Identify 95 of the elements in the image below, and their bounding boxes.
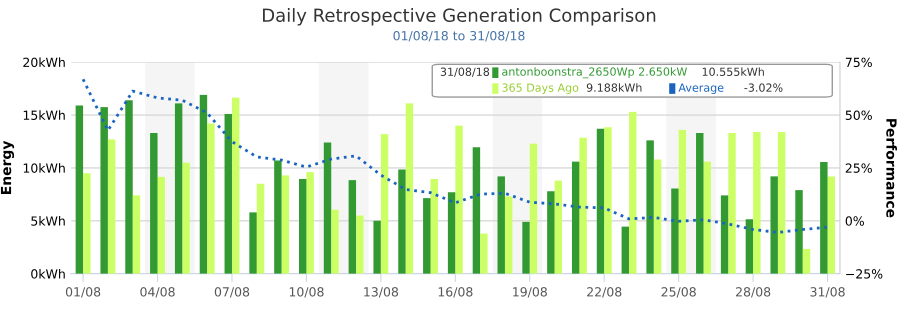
bar [306, 172, 314, 274]
bar [498, 176, 505, 274]
bar [423, 198, 431, 274]
y-axis-title: Energy [0, 140, 14, 194]
y-tick-label: 20kWh [23, 57, 65, 68]
y2-axis-title: Performance [886, 119, 897, 218]
legend-label: antonboonstra_2650Wp 2.650kW [502, 67, 688, 78]
bar [629, 112, 636, 274]
y2-tick-label: 50% [846, 110, 872, 120]
bar [125, 100, 133, 274]
bar [828, 176, 836, 274]
bar [150, 133, 158, 274]
y2-tick-label: 25% [846, 163, 872, 173]
bar [232, 98, 240, 274]
y-tick-label: 10kWh [24, 163, 65, 173]
bar [274, 160, 282, 274]
y-tick-label: 0kWh [31, 268, 65, 279]
bar [100, 107, 108, 274]
bar [398, 170, 406, 274]
x-tick-label: 07/08 [214, 287, 250, 298]
annotation: 9.188kWh [586, 83, 642, 92]
y2-tick-label: −25% [846, 269, 882, 279]
bar [778, 132, 786, 274]
legend-label: Average [678, 84, 724, 94]
bar [802, 248, 810, 274]
bar [448, 192, 456, 274]
bar [720, 195, 728, 274]
bar [530, 144, 538, 274]
x-tick-label: 16/08 [438, 287, 472, 298]
x-tick-label: 10/08 [290, 287, 324, 298]
annotation: 31/08/18 [440, 68, 490, 77]
bar [703, 162, 711, 274]
bar [182, 162, 190, 274]
y-tick-label: 5kWh [31, 216, 65, 226]
bar [108, 139, 116, 274]
bar [373, 220, 381, 274]
bar [430, 179, 438, 274]
bar [200, 94, 208, 274]
bar [504, 196, 512, 274]
bar [696, 133, 704, 274]
y-tick-label: 15kWh [24, 110, 65, 120]
x-tick-label: 28/08 [736, 287, 770, 298]
bar [348, 180, 356, 274]
bar [646, 140, 654, 274]
bar [380, 134, 388, 274]
bar [406, 103, 414, 274]
bar [83, 173, 91, 274]
bar [753, 132, 761, 274]
bar [770, 176, 778, 274]
x-tick-label: 22/08 [587, 287, 622, 298]
x-tick-label: 25/08 [662, 287, 696, 298]
bar [746, 219, 754, 274]
bar [158, 176, 165, 274]
bar [480, 234, 488, 274]
bar [596, 128, 604, 274]
bar [795, 190, 803, 274]
chart-subtitle: 01/08/18 to 31/08/18 [393, 30, 525, 42]
annotation: -3.02% [744, 83, 783, 92]
bar [654, 159, 662, 274]
bar [132, 195, 140, 274]
x-tick-label: 01/08 [66, 287, 100, 298]
bar [356, 216, 364, 274]
bar [554, 180, 562, 274]
legend-label: 365 Days Ago [502, 83, 578, 94]
bar [249, 212, 257, 274]
x-tick-label: 31/08 [810, 287, 845, 298]
x-tick-label: 13/08 [364, 287, 398, 298]
bar [820, 162, 828, 274]
bar [572, 162, 580, 274]
bar [324, 142, 332, 274]
bar [728, 133, 736, 274]
x-tick-label: 19/08 [513, 287, 547, 298]
bar [604, 127, 612, 274]
bar [207, 123, 215, 274]
bar [678, 130, 686, 274]
bar [298, 179, 306, 274]
bar [174, 103, 182, 274]
bar [671, 188, 679, 274]
bar [224, 114, 232, 274]
x-tick-label: 04/08 [140, 287, 175, 298]
bar [579, 138, 587, 274]
bar [622, 226, 630, 274]
bar [331, 210, 339, 274]
y2-tick-label: 0% [846, 216, 864, 226]
bar [547, 191, 555, 274]
line-series [82, 78, 829, 234]
chart-title: Daily Retrospective Generation Comparison [263, 8, 656, 26]
bar [455, 126, 463, 274]
bar [282, 175, 290, 274]
bar [256, 184, 264, 274]
y2-tick-label: 75% [846, 58, 872, 68]
bar [76, 106, 84, 274]
bar [472, 147, 480, 274]
annotation: 10.555kWh [702, 67, 764, 76]
bar [522, 222, 530, 274]
